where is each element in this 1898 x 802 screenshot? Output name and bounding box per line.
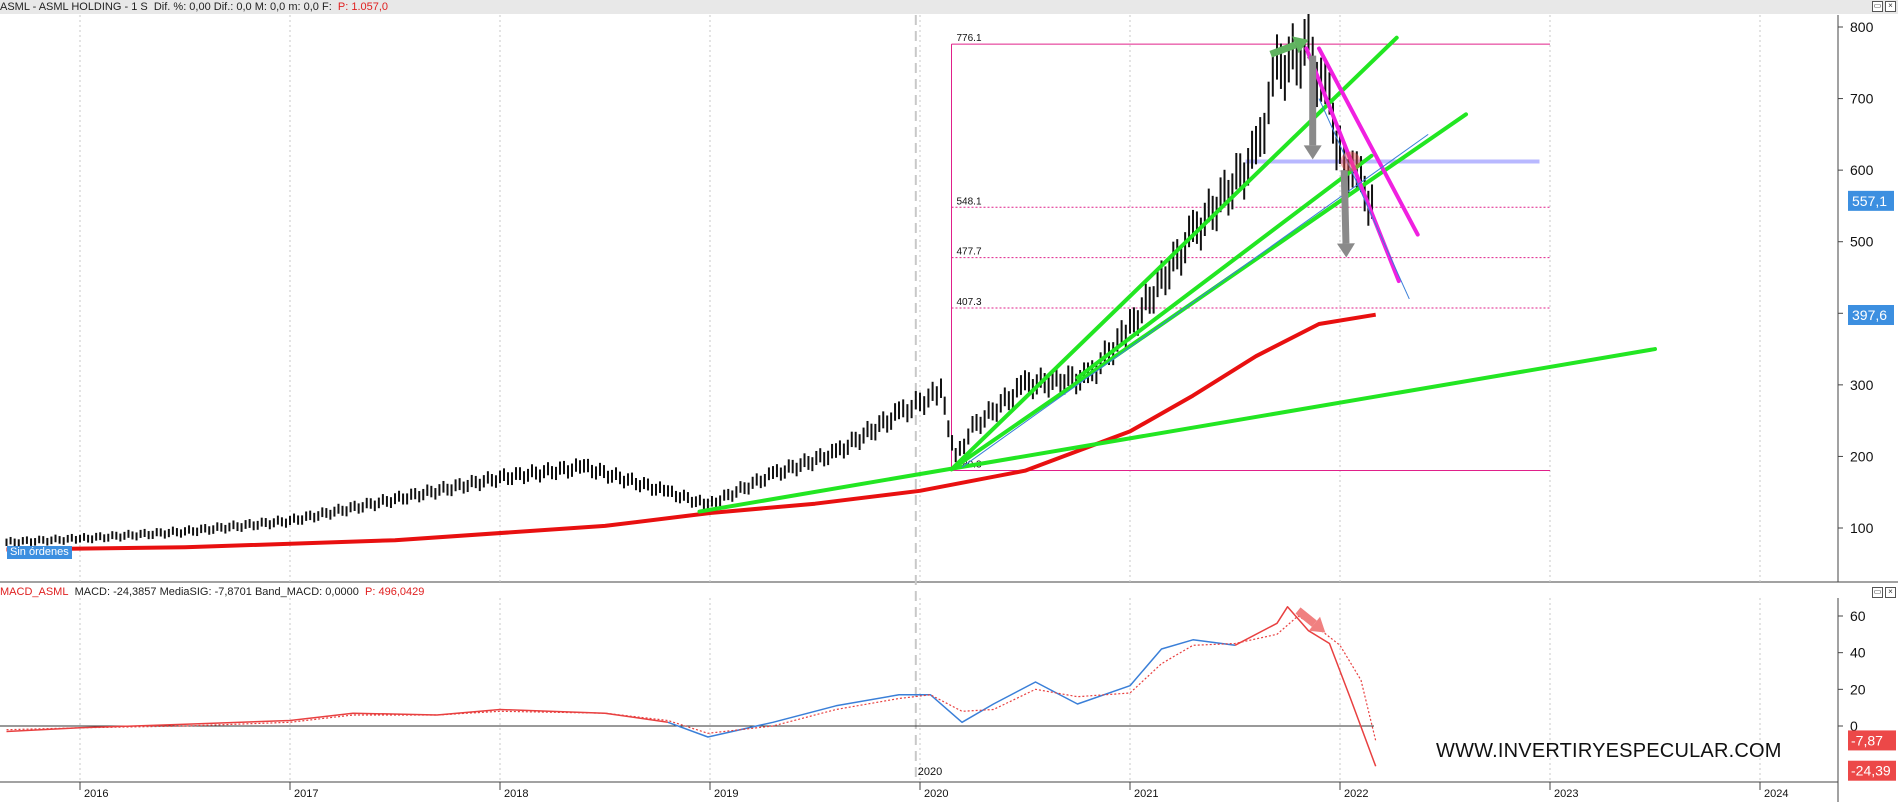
macd-arrow-shaft bbox=[1295, 607, 1317, 627]
y-tick-label-700: 700 bbox=[1850, 91, 1874, 107]
fib-level-label: 548.1 bbox=[957, 196, 982, 207]
moving-average-line bbox=[6, 312, 1377, 552]
fib-level-label: 477.7 bbox=[957, 247, 982, 258]
macd-name: MACD_ASML bbox=[0, 586, 69, 598]
x-tick-label-2023: 2023 bbox=[1554, 788, 1578, 800]
header-price: P: 1.057,0 bbox=[337, 1, 389, 13]
macd-price: P: 496,0429 bbox=[365, 586, 425, 598]
y-tick-label-100: 100 bbox=[1850, 520, 1874, 536]
x-tick-label-2020: 2020 bbox=[924, 788, 948, 800]
macd-line-blue bbox=[667, 639, 1236, 738]
highlight-circle bbox=[1340, 151, 1361, 172]
up-arrow-head bbox=[1292, 36, 1309, 54]
x-tick-label-2024: 2024 bbox=[1764, 788, 1788, 800]
fib-level-label: 776.1 bbox=[957, 33, 982, 44]
symbol-title: ASML - ASML HOLDING - 1 S bbox=[0, 1, 148, 13]
macd-stats: MACD: -24,3857 MediaSIG: -7,8701 Band_MA… bbox=[74, 586, 359, 598]
thin-channel-line bbox=[1318, 98, 1410, 300]
down-arrow-1-head bbox=[1303, 145, 1322, 160]
macd-y-tick-label-60: 60 bbox=[1850, 608, 1866, 624]
macd-panel-header: MACD_ASML MACD: -24,3857 MediaSIG: -7,87… bbox=[0, 585, 424, 599]
trendline-green bbox=[1075, 153, 1374, 380]
price-bars bbox=[5, 11, 1374, 547]
macd-line-red-2 bbox=[1234, 606, 1377, 767]
trendline-green bbox=[697, 347, 1657, 514]
up-arrow-shaft bbox=[1269, 41, 1297, 58]
down-arrow-2-head bbox=[1336, 243, 1355, 258]
trendline-green bbox=[949, 112, 1468, 472]
x-tick-label-2021: 2021 bbox=[1134, 788, 1158, 800]
macd-y-tick-label-0: 0 bbox=[1850, 718, 1858, 734]
signal-line bbox=[6, 615, 1377, 741]
down-arrow-2-shaft bbox=[1340, 170, 1350, 244]
x-tick-label-2018: 2018 bbox=[504, 788, 528, 800]
restore-icon[interactable]: ▭ bbox=[1872, 1, 1883, 12]
close-icon[interactable]: × bbox=[1885, 1, 1896, 12]
macd-arrow-head bbox=[1308, 616, 1326, 633]
fib-level-label: 407.3 bbox=[957, 297, 982, 308]
macd-label-box bbox=[1848, 760, 1896, 781]
macd-restore-icon[interactable]: ▭ bbox=[1872, 587, 1883, 598]
x-tick-label-2022: 2022 bbox=[1344, 788, 1368, 800]
period-divider-label: 2020 bbox=[918, 766, 942, 778]
x-tick-label-2017: 2017 bbox=[294, 788, 318, 800]
macd-label-text: -24,39 bbox=[1851, 763, 1891, 779]
price-label-text: 557,1 bbox=[1852, 193, 1887, 209]
watermark-text: WWW.INVERTIRYESPECULAR.COM bbox=[1436, 740, 1782, 762]
macd-line-red-1 bbox=[6, 708, 669, 733]
trendline-magenta bbox=[1317, 46, 1420, 237]
y-tick-label-300: 300 bbox=[1850, 377, 1874, 393]
y-tick-label-500: 500 bbox=[1850, 234, 1874, 250]
macd-y-tick-label-40: 40 bbox=[1850, 645, 1866, 661]
y-tick-label-600: 600 bbox=[1850, 162, 1874, 178]
price-panel-header: ASML - ASML HOLDING - 1 S Dif. %: 0,00 D… bbox=[0, 0, 1898, 14]
x-tick-label-2016: 2016 bbox=[84, 788, 108, 800]
x-tick-label-2019: 2019 bbox=[714, 788, 738, 800]
macd-y-tick-label-20: 20 bbox=[1850, 681, 1866, 697]
no-orders-badge: Sin órdenes bbox=[7, 546, 72, 559]
y-tick-label-200: 200 bbox=[1850, 448, 1874, 464]
price-label-text: 397,6 bbox=[1852, 307, 1887, 323]
price-label-box bbox=[1848, 190, 1894, 211]
macd-label-box bbox=[1848, 730, 1896, 751]
trendline-green bbox=[949, 35, 1399, 472]
thin-trendline bbox=[961, 133, 1429, 468]
price-label-box bbox=[1848, 305, 1894, 326]
y-tick-label-800: 800 bbox=[1850, 19, 1874, 35]
header-stats: Dif. %: 0,00 Dif.: 0,0 M: 0,0 m: 0,0 F: bbox=[153, 1, 332, 13]
macd-close-icon[interactable]: × bbox=[1885, 587, 1896, 598]
macd-label-text: -7,87 bbox=[1851, 732, 1883, 748]
